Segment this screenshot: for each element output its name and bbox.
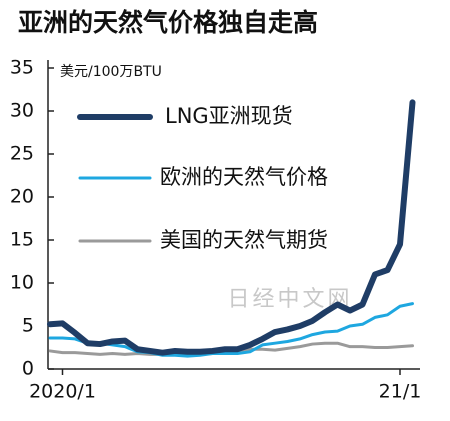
y-tick-label: 30 (10, 100, 34, 122)
series-line (47, 99, 416, 356)
x-tick-label: 21/1 (379, 381, 422, 403)
x-tick-label: 2020/1 (29, 381, 96, 403)
y-tick-label: 20 (10, 186, 34, 208)
legend-label: 欧洲的天然气价格 (160, 165, 328, 189)
chart-title: 亚洲的天然气价格独自走高 (18, 8, 318, 37)
y-tick-label: 0 (22, 358, 34, 380)
legend-label: LNG亚洲现货 (165, 104, 293, 128)
y-tick-label: 15 (10, 229, 34, 251)
y-tick-label: 10 (10, 272, 34, 294)
y-tick-label: 35 (10, 57, 34, 79)
legend-label: 美国的天然气期货 (160, 228, 328, 252)
y-tick-label: 5 (22, 315, 34, 337)
y-axis-unit: 美元/100万BTU (60, 64, 162, 80)
y-tick-label: 25 (10, 143, 34, 165)
